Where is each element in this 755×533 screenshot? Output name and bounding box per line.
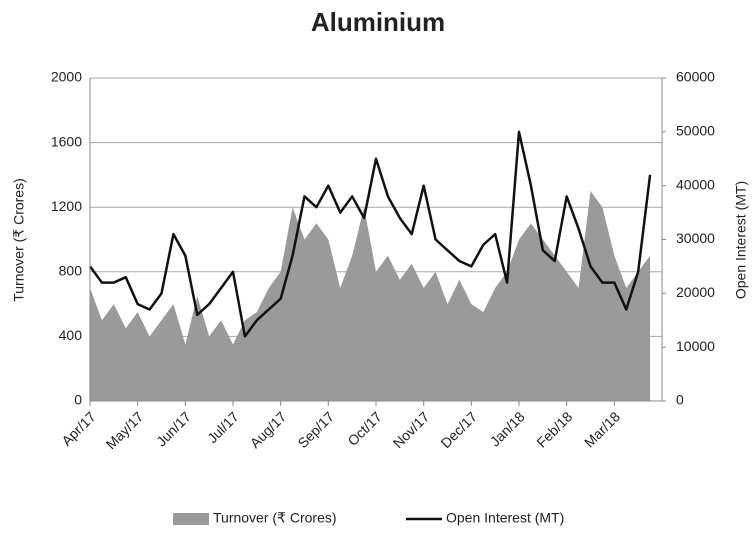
x-tick-label: Aug/17 [247, 408, 290, 451]
y-tick-label: 2000 [51, 69, 82, 85]
x-tick-label: Sep/17 [294, 408, 337, 451]
legend-swatch [173, 513, 209, 525]
y-tick-label: 800 [59, 263, 83, 279]
y-tick-label: 0 [74, 392, 82, 408]
y2-tick-label: 60000 [676, 69, 715, 85]
open-interest-line [88, 130, 652, 338]
x-tick-label: Nov/17 [390, 408, 433, 451]
y2-tick-label: 20000 [676, 284, 715, 300]
x-tick-label: Feb/18 [533, 408, 575, 450]
x-tick-label: Jul/17 [204, 408, 242, 446]
x-tick-label: Oct/17 [344, 408, 385, 449]
y2-tick-label: 50000 [676, 123, 715, 139]
turnover-area [90, 191, 651, 401]
y-tick-label: 1600 [51, 133, 82, 149]
x-tick-label: Jan/18 [487, 408, 528, 449]
y2-tick-label: 0 [676, 392, 684, 408]
y2-tick-label: 30000 [676, 230, 715, 246]
y-axis-title: Turnover (₹ Crores) [11, 178, 27, 302]
x-tick-label: May/17 [103, 408, 147, 452]
y2-tick-label: 40000 [676, 176, 715, 192]
chart-title: Aluminium [311, 7, 445, 37]
y2-axis-title: Open Interest (MT) [733, 181, 749, 299]
x-tick-label: Jun/17 [153, 408, 194, 449]
y2-tick-label: 10000 [676, 338, 715, 354]
x-tick-label: Mar/18 [581, 408, 623, 450]
legend-label: Turnover (₹ Crores) [213, 510, 337, 526]
x-tick-label: Dec/17 [437, 408, 480, 451]
x-tick-label: Apr/17 [58, 408, 99, 449]
y-tick-label: 400 [59, 327, 83, 343]
legend-label: Open Interest (MT) [446, 510, 564, 526]
y-tick-label: 1200 [51, 198, 82, 214]
